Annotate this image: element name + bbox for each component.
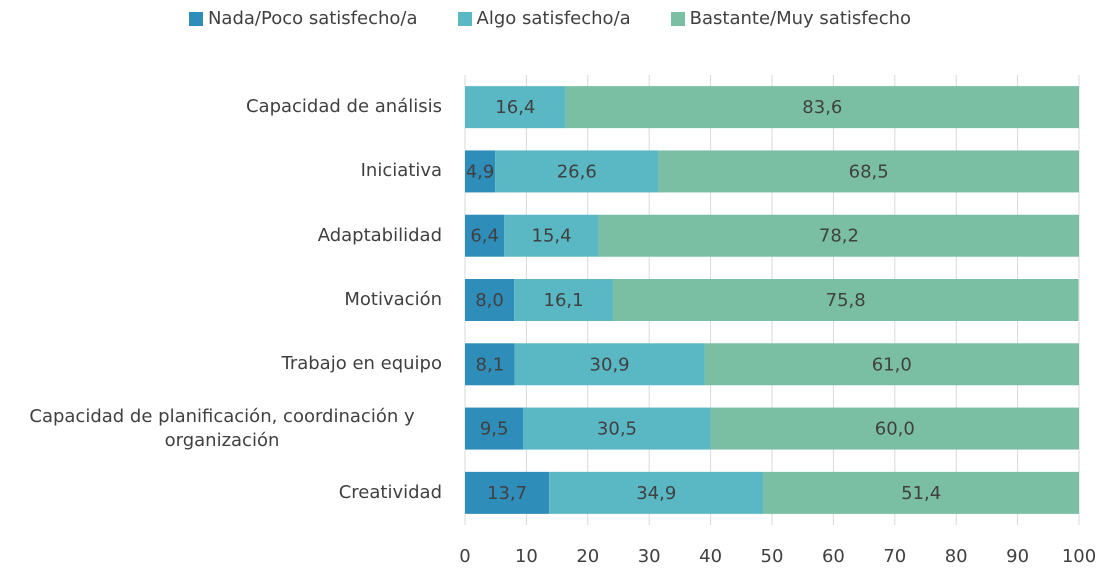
legend-swatch xyxy=(670,11,685,26)
data-label: 16,1 xyxy=(544,290,584,311)
bar-segment xyxy=(763,471,1079,514)
legend-label: Nada/Poco satisfecho/a xyxy=(207,8,418,29)
bar-segment xyxy=(465,214,505,257)
bar-segment xyxy=(565,86,1079,129)
bar-segment xyxy=(658,150,1079,193)
data-label: 75,8 xyxy=(826,290,866,311)
y-tick-label: Adaptabilidad xyxy=(317,224,442,246)
bar-segment xyxy=(514,279,613,321)
data-label: 15,4 xyxy=(532,226,572,247)
data-label: 34,9 xyxy=(636,483,676,504)
bar-segment xyxy=(598,214,1079,257)
bar-segment xyxy=(549,471,764,514)
bar-segment xyxy=(465,150,496,193)
bar-segment xyxy=(523,407,711,450)
data-label: 16,4 xyxy=(495,97,535,118)
x-tick-label: 30 xyxy=(638,546,661,567)
x-tick-label: 50 xyxy=(761,546,784,567)
data-label: 68,5 xyxy=(849,161,889,182)
data-label: 83,6 xyxy=(802,97,842,118)
legend-item: Bastante/Muy satisfecho xyxy=(670,8,912,29)
bar-segment xyxy=(704,343,1079,386)
x-tick-label: 40 xyxy=(699,546,722,567)
data-label: 8,0 xyxy=(475,290,504,311)
data-label: 60,0 xyxy=(875,419,915,440)
legend-item: Nada/Poco satisfecho/a xyxy=(188,8,418,29)
bar-segment xyxy=(465,407,524,450)
bar-segment xyxy=(504,214,599,257)
legend: Nada/Poco satisfecho/a Algo satisfecho/a B… xyxy=(0,8,1100,29)
bar-segment xyxy=(465,471,550,514)
x-tick-label: 70 xyxy=(883,546,906,567)
legend-swatch xyxy=(457,11,472,26)
data-label: 6,4 xyxy=(470,226,499,247)
data-label: 4,9 xyxy=(466,161,495,182)
y-tick-label: Iniciativa xyxy=(360,160,442,182)
y-tick-label: Trabajo en equipo xyxy=(281,353,442,375)
bar-segment xyxy=(465,279,515,321)
data-label: 26,6 xyxy=(557,161,597,182)
data-label: 30,5 xyxy=(597,419,637,440)
data-label: 78,2 xyxy=(819,226,859,247)
bar-segment xyxy=(514,343,705,386)
data-label: 51,4 xyxy=(901,483,941,504)
x-tick-label: 20 xyxy=(576,546,599,567)
y-tick-label: Capacidad de análisis xyxy=(245,96,442,118)
data-label: 30,9 xyxy=(590,354,630,375)
data-label: 8,1 xyxy=(476,354,505,375)
bar-segment xyxy=(710,407,1079,450)
x-tick-label: 100 xyxy=(1062,546,1096,567)
x-tick-label: 80 xyxy=(945,546,968,567)
y-tick-label: Capacidad de planificación, coordinación… xyxy=(29,405,415,451)
x-tick-label: 60 xyxy=(822,546,845,567)
y-tick-label: Creatividad xyxy=(338,481,442,503)
bar-segment xyxy=(495,150,659,193)
x-tick-label: 10 xyxy=(515,546,538,567)
bar-segment xyxy=(465,86,566,129)
legend-item: Algo satisfecho/a xyxy=(457,8,631,29)
data-label: 13,7 xyxy=(487,483,527,504)
data-label: 9,5 xyxy=(480,419,509,440)
y-tick-label: Motivación xyxy=(344,289,442,310)
bar-segment xyxy=(612,279,1079,321)
legend-swatch xyxy=(188,11,203,26)
legend-label: Algo satisfecho/a xyxy=(476,8,631,29)
data-label: 61,0 xyxy=(872,354,912,375)
legend-label: Bastante/Muy satisfecho xyxy=(689,8,912,29)
bar-segment xyxy=(465,343,515,386)
x-tick-label: 90 xyxy=(1006,546,1029,567)
x-tick-label: 0 xyxy=(459,546,470,567)
